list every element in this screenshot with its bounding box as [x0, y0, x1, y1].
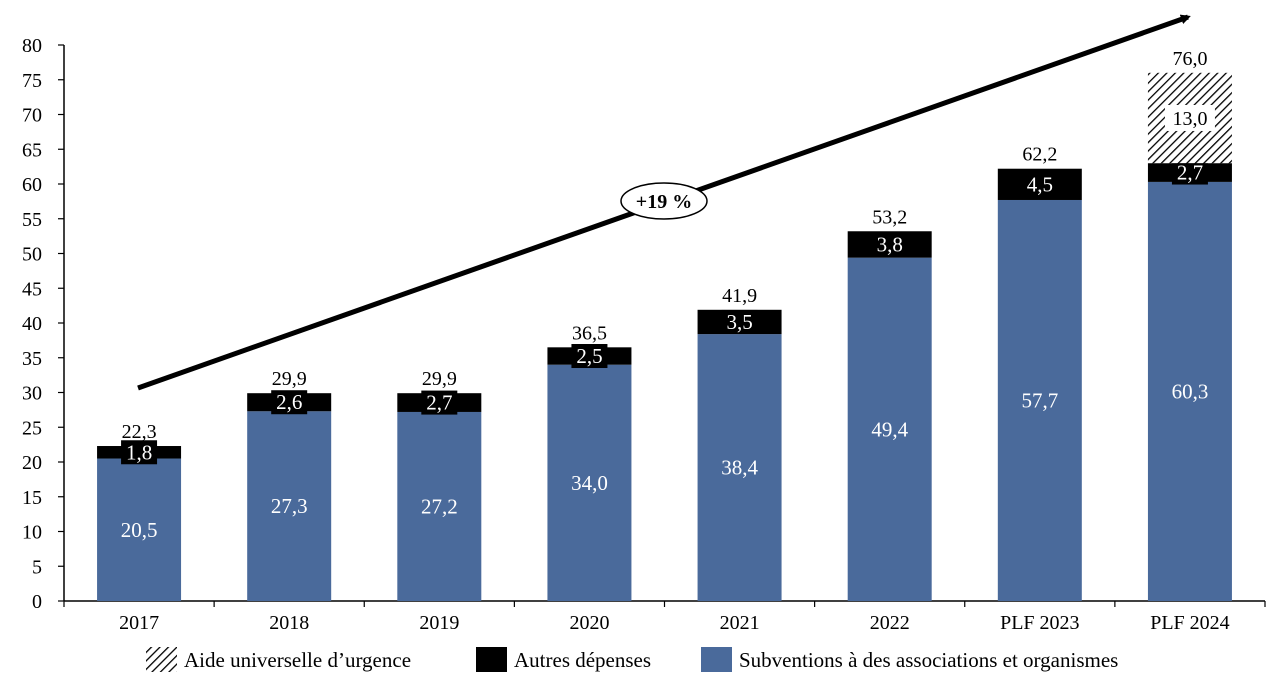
legend-label-subventions: Subventions à des associations et organi…: [739, 648, 1118, 672]
annotation-bubble: [620, 182, 708, 220]
data-label-subventions: 20,5: [121, 518, 158, 542]
bar-subventions: [247, 411, 332, 601]
legend-swatch-subventions: [701, 647, 732, 672]
y-tick-label: 50: [22, 244, 42, 266]
data-label-subventions: 49,4: [871, 417, 908, 441]
y-tick-label: 55: [22, 209, 42, 231]
y-tick-label: 65: [22, 139, 42, 161]
data-label-autres: 1,8: [126, 440, 152, 464]
trend-annotation: +19 %: [137, 14, 1191, 391]
y-tick-label: 35: [22, 348, 42, 370]
annotation-text: +19 %: [636, 191, 692, 213]
y-tick-label: 30: [22, 383, 42, 405]
data-label-box: [571, 344, 608, 369]
y-axis: 0 5 10 15 20 25 30 35 40 45 50 55 60 65 70 75 80: [22, 35, 65, 613]
y-tick-label: 45: [22, 278, 42, 300]
y-tick-label: 75: [22, 70, 42, 92]
total-label: 41,9: [722, 285, 757, 307]
y-tick-label: 15: [22, 487, 42, 509]
x-tick-label: PLF 2023: [1000, 612, 1079, 634]
data-label-subventions: 60,3: [1172, 379, 1209, 403]
y-tick-label: 10: [22, 522, 42, 544]
data-label-box: [721, 309, 758, 334]
total-label: 36,5: [572, 322, 607, 344]
data-label-subventions: 34,0: [571, 471, 608, 495]
y-tick-label: 5: [32, 556, 42, 578]
data-label-box: [1021, 172, 1058, 197]
data-label-subventions: 27,3: [271, 494, 308, 518]
data-label-subventions: 57,7: [1021, 388, 1058, 412]
y-tick-label: 40: [22, 313, 42, 335]
data-label-box: [121, 440, 158, 465]
bar-subventions: [547, 364, 632, 601]
x-tick-label: 2021: [720, 612, 760, 634]
bar-subventions: [697, 334, 782, 601]
bars: 20,51,822,327,32,629,927,22,729,934,02,5…: [97, 48, 1232, 602]
bar-subventions: [97, 458, 182, 601]
bar-subventions: [397, 411, 482, 601]
data-label-box: [871, 232, 908, 257]
x-tick-label: 2018: [269, 612, 309, 634]
x-tick-label: PLF 2024: [1150, 612, 1229, 634]
data-label-box: [1164, 104, 1215, 131]
data-label-box: [1171, 160, 1208, 185]
y-tick-label: 80: [22, 35, 42, 57]
data-label-subventions: 27,2: [421, 494, 458, 518]
legend-label-aide-universelle: Aide universelle d’urgence: [184, 648, 411, 672]
data-label-subventions: 38,4: [721, 456, 758, 480]
data-label-autres: 3,8: [877, 232, 903, 256]
y-tick-label: 0: [32, 591, 42, 613]
total-label: 76,0: [1172, 48, 1207, 70]
y-tick-label: 60: [22, 174, 42, 196]
data-label-aide: 13,0: [1172, 108, 1207, 130]
data-label-autres: 2,6: [276, 390, 302, 414]
data-label-autres: 2,7: [426, 391, 452, 415]
data-label-box: [421, 390, 458, 415]
legend-swatch-autres-depenses: [476, 647, 507, 672]
x-tick-label: 2022: [870, 612, 910, 634]
y-tick-label: 25: [22, 417, 42, 439]
bar-subventions: [1147, 181, 1232, 602]
total-label: 22,3: [122, 421, 157, 443]
y-tick-label: 70: [22, 105, 42, 127]
total-label: 62,2: [1022, 144, 1057, 166]
x-tick-label: 2017: [119, 612, 159, 634]
legend: Aide universelle d’urgence Autres dépense…: [146, 647, 1118, 672]
x-axis: 2017 2018 2019 2020 2021 2022 PLF 2023 PLF 2024: [63, 600, 1266, 634]
total-label: 53,2: [872, 206, 907, 228]
data-label-autres: 3,5: [726, 310, 752, 334]
total-label: 29,9: [422, 368, 457, 390]
data-label-box: [271, 390, 308, 415]
data-label-autres: 2,7: [1177, 161, 1203, 185]
total-label: 29,9: [272, 368, 307, 390]
y-tick-label: 20: [22, 452, 42, 474]
data-label-autres: 2,5: [576, 344, 602, 368]
x-tick-label: 2019: [419, 612, 459, 634]
legend-swatch-aide-universelle: [146, 647, 177, 672]
x-tick-label: 2020: [569, 612, 609, 634]
bar-subventions: [847, 257, 932, 601]
data-label-autres: 4,5: [1027, 172, 1053, 196]
bar-subventions: [997, 199, 1082, 602]
legend-label-autres-depenses: Autres dépenses: [514, 648, 651, 672]
